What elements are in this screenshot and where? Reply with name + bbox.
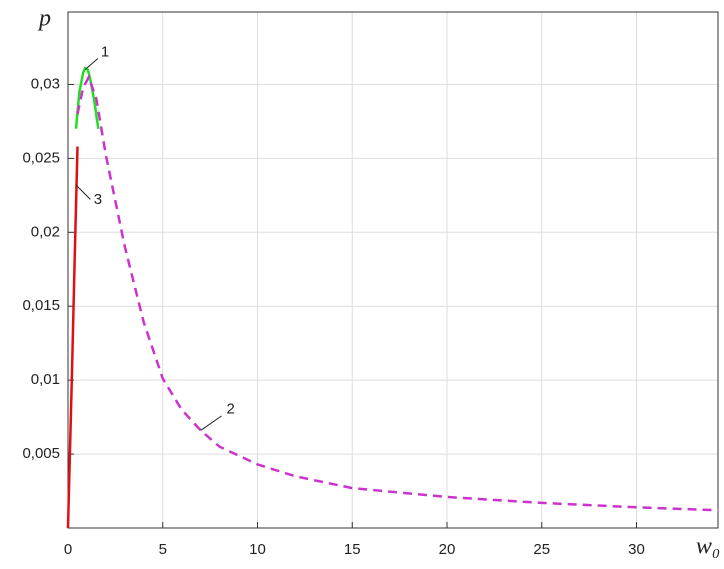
y-tick-label: 0,025 [22,149,60,166]
annotation-leader [84,58,99,71]
y-tick-label: 0,03 [31,75,60,92]
y-tick-label: 0,005 [22,445,60,462]
x-tick-label: 20 [439,541,456,558]
x-tick-label: 25 [533,541,550,558]
y-tick-label: 0,015 [22,297,60,314]
series-line [76,74,719,512]
x-tick-label: 0 [64,541,72,558]
x-tick-label: 10 [249,541,266,558]
annotation: 1 [101,44,109,61]
y-tick-label: 0,01 [31,371,60,388]
annotation-leader [200,415,222,431]
x-tick-label: 30 [628,541,645,558]
y-axis-label: p [37,6,51,32]
annotation-leader [75,184,91,200]
x-tick-label: 15 [344,541,361,558]
y-tick-label: 0,02 [31,223,60,240]
series-line [66,146,79,529]
plot-frame [67,11,719,529]
x-axis-label: w₀ [696,534,720,560]
annotation: 2 [226,400,234,417]
annotation: 3 [94,191,102,208]
x-tick-label: 5 [159,541,167,558]
